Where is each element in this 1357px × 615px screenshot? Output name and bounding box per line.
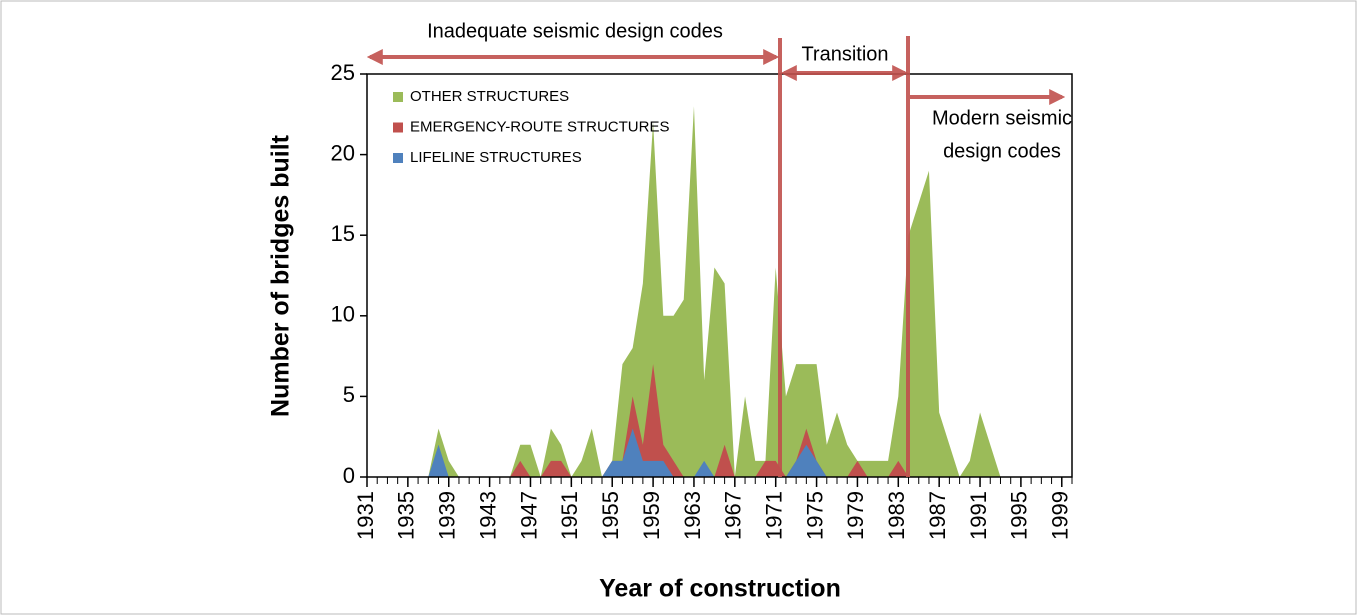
x-tick-label: 1935 — [394, 491, 419, 540]
x-tick-label: 1999 — [1048, 491, 1073, 540]
x-tick-label: 1995 — [1007, 491, 1032, 540]
y-tick-label: 20 — [331, 140, 355, 165]
y-tick-label: 15 — [331, 221, 355, 246]
x-tick-label: 1947 — [516, 491, 541, 540]
annotation: Inadequate seismic design codes — [427, 20, 723, 42]
x-tick-label: 1959 — [639, 491, 664, 540]
legend-label: LIFELINE STRUCTURES — [410, 149, 582, 166]
y-tick-label: 25 — [331, 60, 355, 85]
y-axis-label: Number of bridges built — [267, 134, 295, 417]
legend-label: OTHER STRUCTURES — [410, 88, 569, 105]
x-tick-label: 1991 — [966, 491, 991, 540]
annotation: Modern seismic — [932, 107, 1072, 129]
x-tick-label: 1939 — [435, 491, 460, 540]
x-axis-label: Year of construction — [599, 575, 841, 603]
annotation: design codes — [943, 140, 1061, 162]
area — [367, 428, 1072, 477]
legend-swatch — [393, 122, 403, 133]
legend-swatch — [393, 153, 403, 163]
y-tick-label: 0 — [343, 463, 355, 488]
x-tick-label: 1955 — [598, 491, 623, 540]
legend-swatch — [393, 92, 403, 102]
legend-label: EMERGENCY-ROUTE STRUCTURES — [410, 118, 669, 135]
x-tick-label: 1979 — [843, 491, 868, 540]
x-tick-label: 1987 — [925, 491, 950, 540]
x-tick-label: 1951 — [557, 491, 582, 540]
x-tick-label: 1983 — [884, 491, 909, 540]
y-tick-label: 10 — [331, 302, 355, 327]
x-tick-label: 1967 — [721, 491, 746, 540]
x-tick-label: 1931 — [353, 491, 378, 540]
x-tick-label: 1963 — [680, 491, 705, 540]
x-tick-label: 1971 — [762, 491, 787, 540]
plot-border — [366, 73, 1073, 478]
y-tick-label: 5 — [343, 382, 355, 407]
x-tick-label: 1943 — [475, 491, 500, 540]
annotation: Transition — [801, 43, 888, 65]
x-tick-label: 1975 — [802, 491, 827, 540]
area — [367, 106, 1072, 478]
